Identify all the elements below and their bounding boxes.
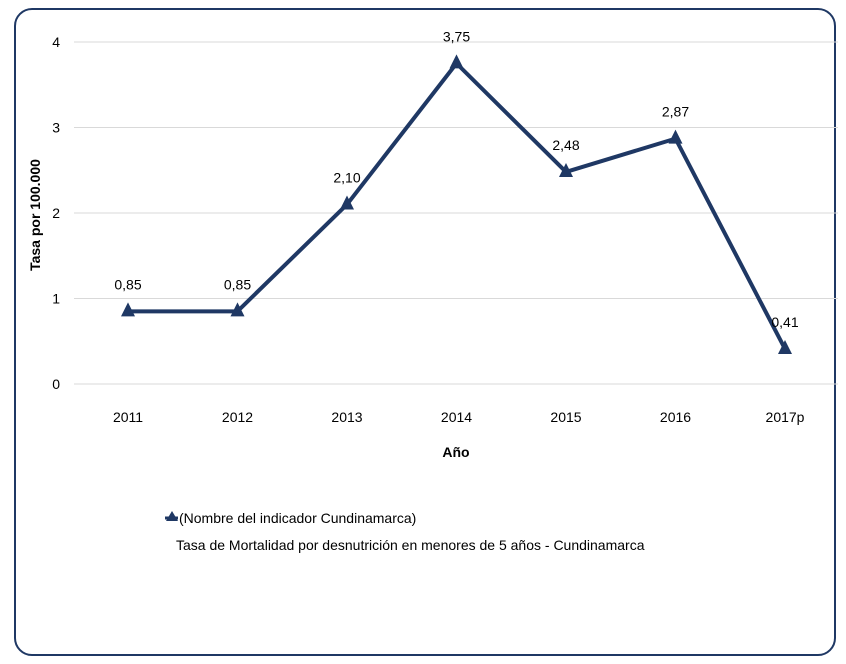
x-tick-label: 2013: [331, 409, 362, 425]
legend-triangle-marker: [166, 511, 178, 521]
y-axis-title: Tasa por 100.000: [27, 159, 43, 271]
x-tick-label: 2012: [222, 409, 253, 425]
data-point-marker: [449, 54, 464, 69]
chart-frame: [14, 8, 836, 656]
data-point-marker: [340, 195, 354, 210]
series-layer: 0,85 0,85 2,10 3,75 2,48 2,87 0,41: [114, 28, 799, 354]
legend: (Nombre del indicador Cundinamarca) Tasa…: [165, 510, 645, 553]
data-point-marker: [121, 302, 135, 317]
data-label: 2,10: [333, 169, 360, 185]
x-axis-ticks: 2011 2012 2013 2014 2015 2016 2017p: [113, 409, 805, 425]
y-tick-label: 3: [52, 120, 60, 136]
x-tick-label: 2014: [441, 409, 472, 425]
data-point-marker: [559, 162, 573, 177]
legend-caption: Tasa de Mortalidad por desnutrición en m…: [176, 537, 645, 553]
y-tick-label: 0: [52, 376, 60, 392]
x-axis-title: Año: [442, 444, 469, 460]
data-label: 0,41: [771, 314, 798, 330]
y-axis-ticks: 0 1 2 3 4: [52, 34, 60, 392]
x-tick-label: 2011: [113, 409, 143, 425]
data-point-marker: [230, 302, 245, 317]
data-point-marker: [778, 339, 792, 354]
data-point-marker: [668, 129, 683, 144]
x-tick-label: 2017p: [766, 409, 805, 425]
data-label: 3,75: [443, 28, 470, 44]
x-tick-label: 2015: [550, 409, 581, 425]
y-tick-label: 2: [52, 205, 60, 221]
data-label: 2,87: [662, 104, 689, 120]
data-label: 0,85: [224, 276, 251, 292]
data-label: 0,85: [114, 276, 141, 292]
x-tick-label: 2016: [660, 409, 691, 425]
gridlines: [74, 41, 838, 385]
y-tick-label: 1: [52, 291, 60, 307]
data-label: 2,48: [552, 137, 579, 153]
legend-series-name: (Nombre del indicador Cundinamarca): [179, 510, 416, 526]
y-tick-label: 4: [52, 34, 60, 50]
